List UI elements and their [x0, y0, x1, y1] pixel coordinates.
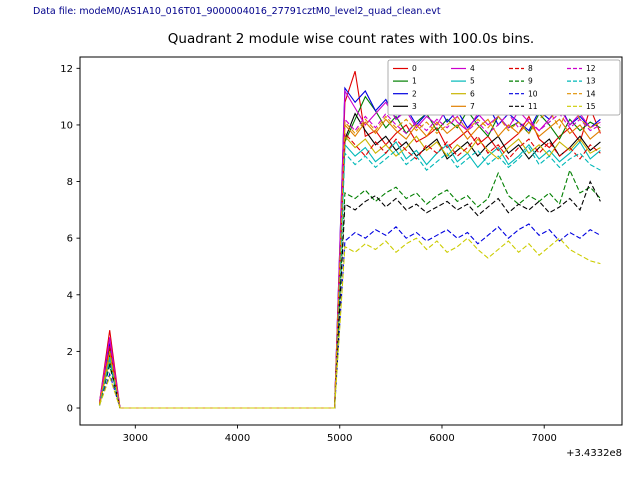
chart-title: Quadrant 2 module wise count rates with … [167, 31, 535, 47]
series-line-2 [98, 86, 601, 409]
legend-label-2: 2 [412, 89, 417, 98]
series-line-6 [98, 134, 601, 409]
legend-label-8: 8 [528, 64, 533, 73]
y-tick-label: 10 [60, 120, 73, 131]
legend-label-5: 5 [470, 77, 475, 86]
legend-label-7: 7 [470, 102, 475, 111]
x-tick-label: 6000 [429, 433, 454, 444]
series-line-15 [98, 237, 601, 409]
y-tick-label: 12 [60, 64, 73, 75]
series-line-1 [98, 95, 601, 409]
x-tick-label: 4000 [225, 433, 250, 444]
y-tick-label: 6 [67, 234, 73, 245]
legend-label-6: 6 [470, 89, 475, 98]
series-line-9 [98, 168, 601, 409]
series-line-3 [98, 112, 601, 409]
legend-label-14: 14 [586, 89, 596, 98]
x-offset-label: +3.4332e8 [566, 448, 622, 459]
x-tick-label: 7000 [531, 433, 556, 444]
series-line-5 [98, 140, 601, 409]
legend-box [387, 59, 621, 116]
series-line-7 [98, 118, 601, 409]
series-line-0 [98, 71, 601, 409]
legend-label-13: 13 [586, 77, 596, 86]
legend-label-15: 15 [586, 102, 596, 111]
axes-frame [79, 56, 623, 426]
x-tick-label: 5000 [327, 433, 352, 444]
legend-label-10: 10 [528, 89, 538, 98]
legend-label-4: 4 [470, 64, 475, 73]
legend-label-12: 12 [586, 64, 596, 73]
y-tick-label: 8 [67, 177, 73, 188]
legend-label-11: 11 [528, 102, 538, 111]
legend-label-3: 3 [412, 102, 417, 111]
x-tick-label: 3000 [123, 433, 148, 444]
series-line-11 [98, 180, 601, 409]
y-tick-label: 4 [67, 290, 73, 301]
series-line-12 [98, 112, 601, 409]
datafile-label: Data file: modeM0/AS1A10_016T01_90000040… [33, 6, 441, 17]
series-line-10 [98, 223, 601, 409]
y-tick-label: 2 [67, 347, 73, 358]
series-line-13 [98, 146, 601, 409]
y-tick-label: 0 [67, 404, 73, 415]
legend-label-0: 0 [412, 64, 417, 73]
series-line-8 [98, 132, 601, 409]
legend-label-9: 9 [528, 77, 533, 86]
legend-label-1: 1 [412, 77, 417, 86]
